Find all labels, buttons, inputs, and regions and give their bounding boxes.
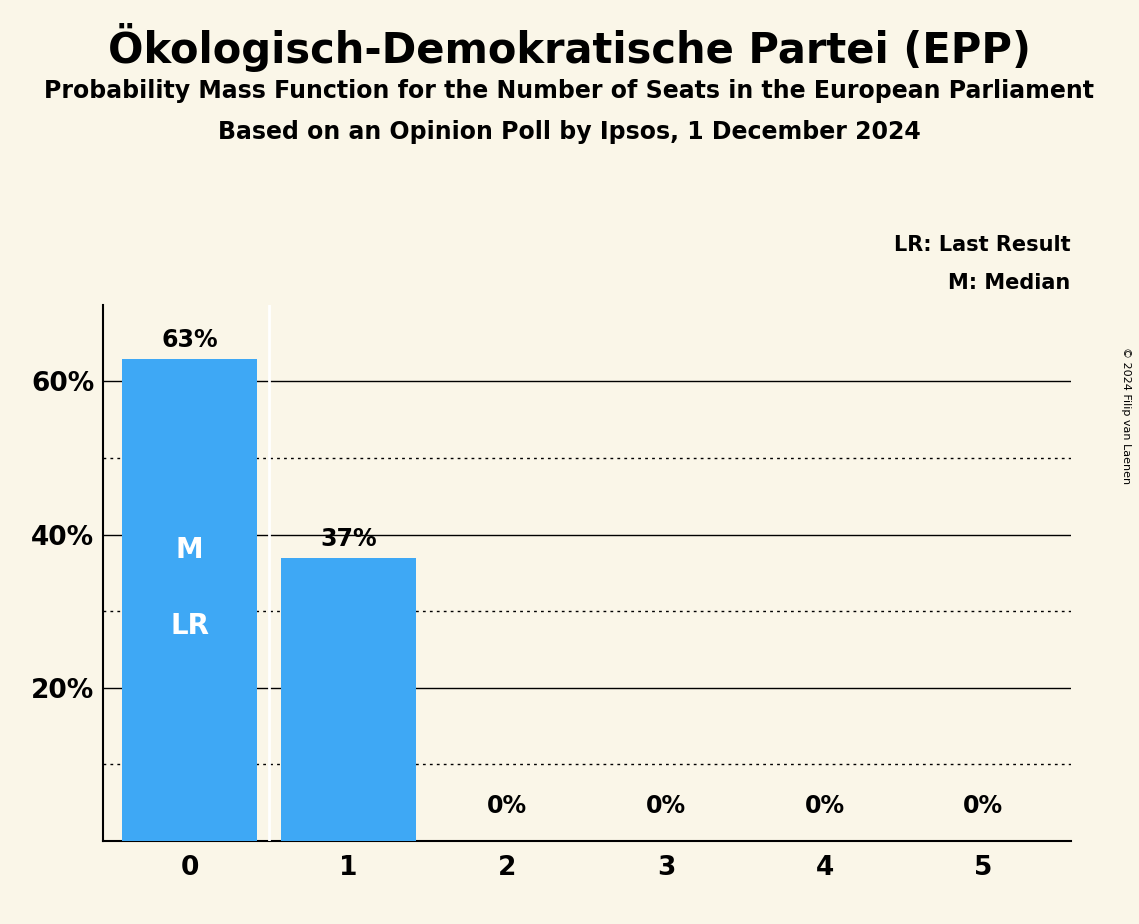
Text: © 2024 Filip van Laenen: © 2024 Filip van Laenen xyxy=(1121,347,1131,484)
Text: Probability Mass Function for the Number of Seats in the European Parliament: Probability Mass Function for the Number… xyxy=(44,79,1095,103)
Bar xyxy=(122,359,257,841)
Text: Based on an Opinion Poll by Ipsos, 1 December 2024: Based on an Opinion Poll by Ipsos, 1 Dec… xyxy=(219,120,920,144)
Text: 0%: 0% xyxy=(964,794,1003,818)
Text: LR: LR xyxy=(171,613,210,640)
Text: 63%: 63% xyxy=(162,328,218,352)
Text: Ökologisch-Demokratische Partei (EPP): Ökologisch-Demokratische Partei (EPP) xyxy=(108,23,1031,72)
Text: M: M xyxy=(177,536,204,564)
Text: 37%: 37% xyxy=(320,528,377,552)
Bar xyxy=(281,557,416,841)
Text: 0%: 0% xyxy=(487,794,527,818)
Text: 0%: 0% xyxy=(804,794,845,818)
Text: LR: Last Result: LR: Last Result xyxy=(894,236,1071,255)
Text: M: Median: M: Median xyxy=(949,273,1071,293)
Text: 0%: 0% xyxy=(646,794,686,818)
